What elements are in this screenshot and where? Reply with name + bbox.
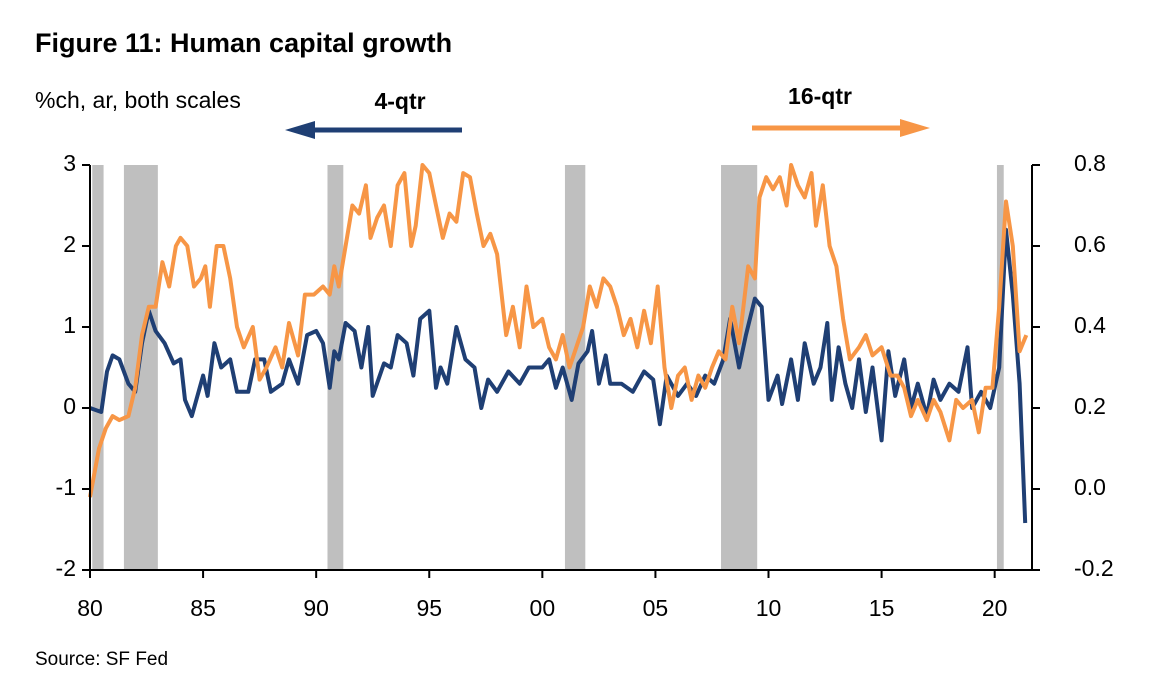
x-tick-label: 20	[982, 595, 1008, 621]
x-tick-label: 85	[190, 595, 216, 621]
y2-tick-label: -0.2	[1074, 555, 1114, 581]
x-tick-label: 95	[416, 595, 442, 621]
chart-title: Figure 11: Human capital growth	[35, 28, 452, 58]
recession-band	[564, 165, 586, 570]
x-tick-label: 05	[643, 595, 669, 621]
lines	[88, 163, 1029, 524]
y2-tick-label: 0.2	[1074, 393, 1106, 419]
source: Source: SF Fed	[35, 649, 168, 670]
y-tick-label: 3	[63, 150, 76, 176]
x-tick-label: 10	[756, 595, 782, 621]
legend-arrowhead	[900, 119, 930, 137]
x-tick-label: 15	[869, 595, 895, 621]
y-tick-label: -2	[56, 555, 76, 581]
y2-tick-label: 0.6	[1074, 231, 1106, 257]
legend-label: 16-qtr	[788, 83, 852, 109]
axes: -2 -1 0 1 2 3 -0.2 0.0 0.2 0.4 0.6 0.8 80 85 90 95 00 05 1…	[56, 150, 1114, 621]
legend-arrowhead	[285, 121, 315, 139]
recession-band	[92, 165, 104, 570]
series-line	[89, 227, 1028, 524]
recession-band	[327, 165, 344, 570]
x-tick-label: 80	[77, 595, 103, 621]
subtitle: %ch, ar, both scales	[35, 87, 241, 113]
series-line	[88, 163, 1029, 498]
y-tick-label: 1	[63, 312, 76, 338]
y2-tick-label: 0.8	[1074, 150, 1106, 176]
y-tick-label: 0	[63, 393, 76, 419]
x-tick-label: 00	[530, 595, 556, 621]
y2-tick-label: 0.4	[1074, 312, 1106, 338]
y-tick-label: 2	[63, 231, 76, 257]
recession-band	[123, 165, 158, 570]
x-tick-label: 90	[303, 595, 329, 621]
y2-tick-label: 0.0	[1074, 474, 1106, 500]
y-tick-label: -1	[56, 474, 76, 500]
recession-shading	[92, 165, 1004, 570]
legend-label: 4-qtr	[374, 88, 425, 114]
